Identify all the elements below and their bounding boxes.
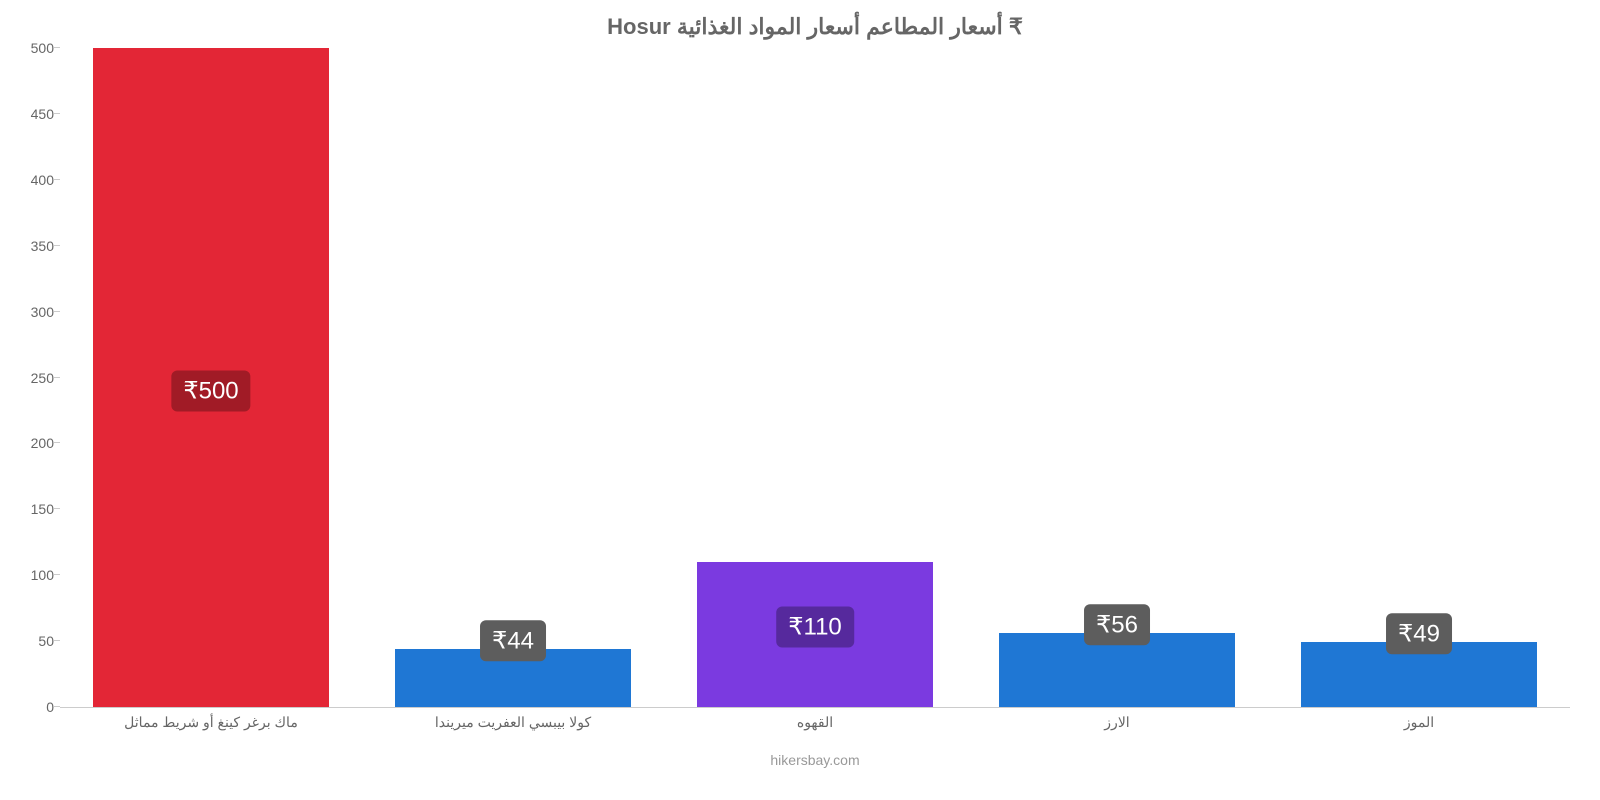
x-axis: ماك برغر كينغ أو شريط مماثل كولا بيبسي ال… (60, 708, 1570, 748)
value-badge: ₹500 (171, 370, 250, 411)
y-tick-label: 200 (10, 435, 54, 451)
bars-container: ₹500 ₹44 ₹110 ₹56 ₹49 (60, 48, 1570, 707)
y-tick-mark (54, 377, 60, 378)
x-tick-label: ماك برغر كينغ أو شريط مماثل (124, 714, 298, 731)
y-tick-mark (54, 47, 60, 48)
y-tick-label: 500 (10, 40, 54, 56)
price-chart: ₹ أسعار المطاعم أسعار المواد الغذائية Ho… (0, 0, 1600, 800)
bar-slot: ₹44 (362, 48, 664, 707)
y-tick-label: 300 (10, 304, 54, 320)
y-tick-mark (54, 442, 60, 443)
x-tick-label: الارز (1104, 714, 1129, 731)
y-tick-label: 400 (10, 172, 54, 188)
y-tick-label: 0 (10, 699, 54, 715)
value-badge: ₹44 (480, 620, 546, 661)
y-tick-mark (54, 311, 60, 312)
bar-slot: ₹110 (664, 48, 966, 707)
plot-area: ₹500₹44₹110₹56₹49 0501001502002503003504… (60, 48, 1570, 708)
chart-footer: hikersbay.com (60, 752, 1570, 768)
y-tick-label: 50 (10, 633, 54, 649)
y-tick-mark (54, 574, 60, 575)
y-tick-mark (54, 640, 60, 641)
y-tick-mark (54, 179, 60, 180)
y-tick-mark (54, 113, 60, 114)
x-tick-label: كولا بيبسي العفريت ميريندا (435, 714, 591, 731)
y-tick-label: 250 (10, 370, 54, 386)
chart-title: ₹ أسعار المطاعم أسعار المواد الغذائية Ho… (60, 14, 1570, 40)
x-tick-label: القهوه (797, 714, 833, 731)
y-tick-label: 350 (10, 238, 54, 254)
value-badge: ₹49 (1386, 614, 1452, 655)
y-tick-label: 450 (10, 106, 54, 122)
y-tick-mark (54, 706, 60, 707)
bar-slot: ₹49 (1268, 48, 1570, 707)
x-tick-label: الموز (1404, 714, 1434, 731)
value-badge: ₹110 (776, 607, 854, 648)
y-tick-label: 150 (10, 501, 54, 517)
value-badge: ₹56 (1084, 605, 1150, 646)
bar-slot: ₹500 (60, 48, 362, 707)
bar-slot: ₹56 (966, 48, 1268, 707)
y-tick-mark (54, 245, 60, 246)
y-tick-label: 100 (10, 567, 54, 583)
y-tick-mark (54, 508, 60, 509)
